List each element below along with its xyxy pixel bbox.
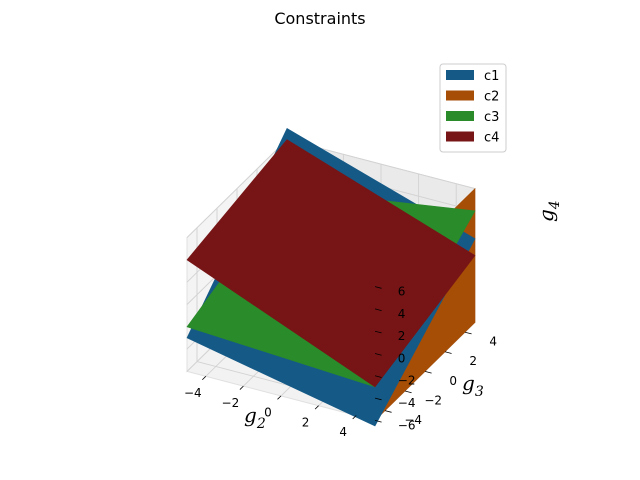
y-axis-label: g3: [462, 371, 484, 400]
chart-title: Constraints: [274, 9, 365, 28]
x-tick-mark: [239, 385, 244, 390]
x-tick-label: 0: [264, 406, 272, 420]
z-tick-mark: [374, 420, 382, 423]
y-tick-mark: [464, 331, 472, 335]
y-tick-mark: [444, 351, 452, 354]
y-tick-label: 4: [489, 335, 497, 349]
z-tick-label: −4: [398, 396, 416, 410]
legend-label-c2: c2: [484, 90, 499, 105]
surfaces: [186, 127, 476, 427]
legend-label-c4: c4: [484, 131, 499, 146]
z-tick-mark: [374, 353, 382, 356]
z-tick-mark: [374, 308, 382, 312]
y-tick-label: 2: [469, 354, 477, 368]
z-tick-mark: [374, 397, 382, 401]
z-tick-label: −2: [398, 374, 416, 388]
y-tick-label: −4: [404, 413, 422, 427]
x-tick-label: 4: [339, 425, 347, 439]
x-tick-label: 2: [302, 415, 310, 429]
legend-label-c1: c1: [484, 69, 499, 84]
z-tick-mark: [374, 375, 382, 378]
x-axis-label: g2: [244, 403, 266, 432]
z-tick-mark: [374, 286, 382, 289]
z-axis-label: g4: [534, 200, 563, 222]
legend-swatch-c4: [446, 131, 474, 142]
z-tick-label: 0: [398, 351, 406, 365]
z-tick-label: −6: [398, 418, 416, 432]
x-tick-mark: [277, 395, 282, 400]
legend-frame: [439, 63, 507, 153]
surface-c4: [186, 139, 476, 388]
legend-swatch-c1: [446, 70, 474, 80]
x-tick-mark: [314, 405, 319, 410]
legend-label-c3: c3: [484, 110, 499, 125]
legend-swatch-c3: [446, 111, 474, 121]
legend-swatch-c2: [446, 90, 474, 101]
x-tick-label: −4: [184, 386, 202, 400]
z-tick-label: 6: [398, 285, 406, 299]
y-tick-mark: [424, 371, 432, 374]
z-tick-label: 4: [398, 307, 406, 321]
y-tick-mark: [384, 410, 392, 413]
y-tick-label: 0: [449, 374, 457, 388]
x-tick-mark: [202, 376, 207, 381]
z-tick-label: 2: [398, 329, 406, 343]
y-tick-mark: [404, 390, 412, 394]
legend: c1 c2 c3 c4: [439, 63, 507, 153]
z-tick-mark: [374, 330, 382, 334]
x-tick-mark: [352, 415, 357, 420]
y-tick-label: −2: [424, 393, 442, 407]
x-tick-label: −2: [222, 396, 240, 410]
grid-line: [186, 139, 288, 238]
